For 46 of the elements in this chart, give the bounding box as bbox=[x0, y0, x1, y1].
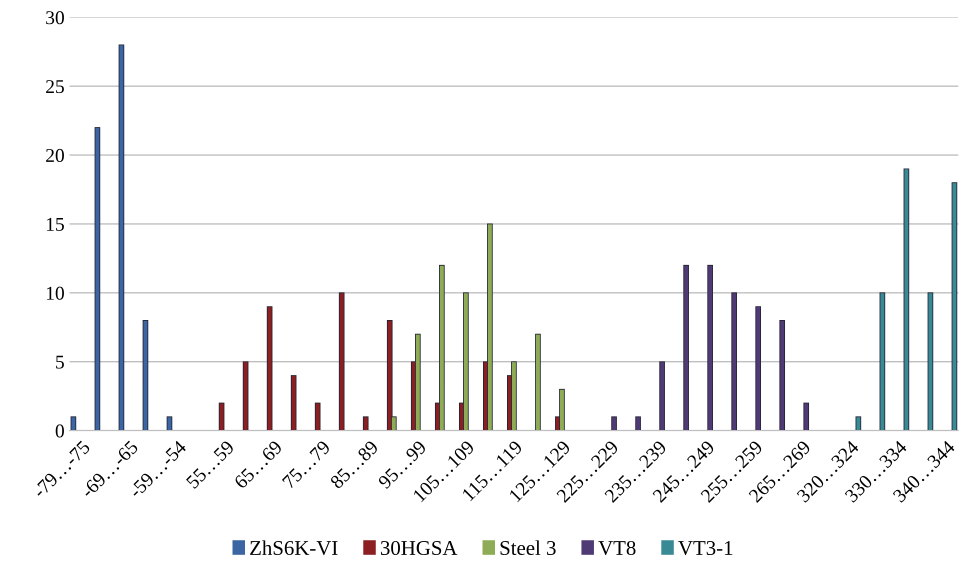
legend-label: 30HGSA bbox=[380, 540, 458, 556]
y-tick-label: 20 bbox=[46, 148, 64, 162]
bar bbox=[386, 320, 393, 431]
bar bbox=[415, 334, 421, 431]
bar bbox=[166, 416, 172, 431]
y-tick-label: 25 bbox=[46, 80, 64, 94]
bar bbox=[362, 416, 369, 431]
legend-label: ZhS6K-VI bbox=[250, 540, 338, 556]
bar bbox=[338, 292, 345, 431]
bar bbox=[439, 264, 445, 431]
bar bbox=[659, 361, 665, 431]
bar bbox=[731, 292, 737, 431]
bar bbox=[142, 320, 148, 431]
bar bbox=[70, 416, 76, 431]
legend-label: Steel 3 bbox=[500, 540, 556, 556]
bar bbox=[290, 375, 296, 431]
bar bbox=[904, 168, 910, 431]
bar bbox=[779, 320, 786, 431]
y-tick-label: 0 bbox=[56, 424, 64, 438]
y-tick-label: 10 bbox=[46, 286, 64, 300]
bar bbox=[94, 127, 100, 431]
y-tick-label: 15 bbox=[46, 218, 64, 231]
bar bbox=[880, 292, 886, 431]
legend-label: VT8 bbox=[598, 540, 636, 556]
bar bbox=[218, 402, 224, 431]
y-tick-label: 5 bbox=[56, 356, 64, 369]
bar bbox=[683, 264, 689, 431]
bar bbox=[611, 416, 617, 431]
bar bbox=[803, 402, 810, 431]
bar bbox=[511, 361, 517, 431]
bar bbox=[952, 182, 958, 431]
bar bbox=[535, 334, 541, 431]
bar bbox=[635, 416, 641, 431]
bar bbox=[487, 224, 493, 431]
bar bbox=[928, 292, 934, 431]
bar bbox=[118, 44, 124, 431]
bar bbox=[755, 306, 762, 431]
bar bbox=[707, 264, 713, 431]
bar bbox=[463, 292, 469, 431]
bar bbox=[856, 416, 862, 431]
legend-label: VT3-1 bbox=[678, 541, 732, 556]
bar bbox=[242, 361, 248, 431]
bar bbox=[559, 388, 565, 431]
y-tick-label: 30 bbox=[46, 11, 64, 24]
bar bbox=[266, 306, 272, 431]
bar bbox=[314, 402, 320, 431]
